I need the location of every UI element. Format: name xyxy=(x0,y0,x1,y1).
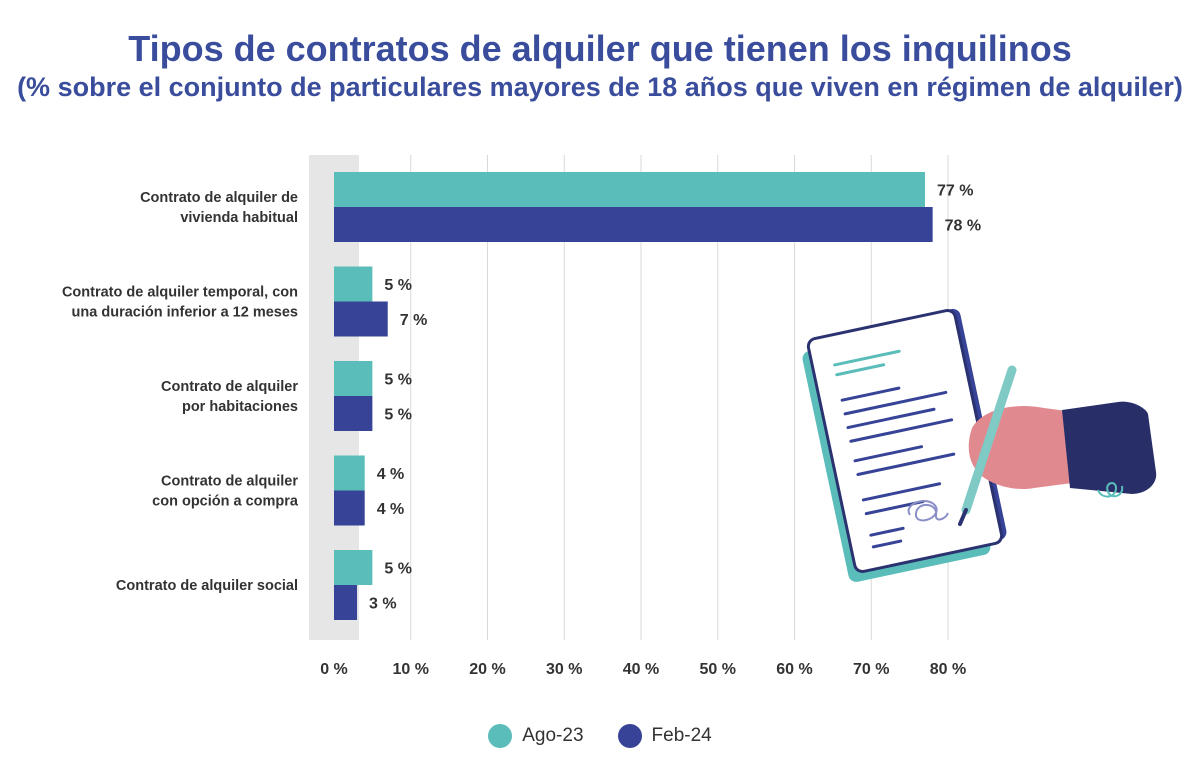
category-label: por habitaciones xyxy=(182,399,298,415)
data-label: 77 % xyxy=(937,183,973,200)
bar xyxy=(334,266,373,302)
legend-label-feb24: Feb-24 xyxy=(651,725,712,746)
x-tick-label: 20 % xyxy=(469,661,505,678)
chart-title: Tipos de contratos de alquiler que tiene… xyxy=(128,28,1072,69)
legend-swatch-feb24 xyxy=(617,724,642,748)
bar xyxy=(334,455,365,491)
legend-item-feb24: Feb-24 xyxy=(617,724,712,748)
data-label: 5 % xyxy=(384,561,412,578)
legend-item-ago23: Ago-23 xyxy=(488,724,584,748)
data-label: 4 % xyxy=(377,466,405,483)
category-label: Contrato de alquiler xyxy=(161,474,298,490)
category-label: una duración inferior a 12 meses xyxy=(72,305,298,321)
x-tick-label: 10 % xyxy=(393,661,429,678)
pen xyxy=(958,365,1017,526)
category-label: Contrato de alquiler social xyxy=(116,578,298,594)
category-label: Contrato de alquiler temporal, con xyxy=(62,285,298,301)
x-tick-label: 30 % xyxy=(546,661,582,678)
data-label: 5 % xyxy=(384,407,412,424)
bar xyxy=(334,207,933,242)
x-tick-label: 0 % xyxy=(320,661,348,678)
x-tick-label: 70 % xyxy=(853,661,889,678)
bar xyxy=(334,550,373,585)
bar xyxy=(334,585,358,620)
bar xyxy=(334,172,925,207)
data-label: 7 % xyxy=(400,312,428,329)
x-tick-label: 60 % xyxy=(776,661,812,678)
bar xyxy=(334,361,373,396)
category-label: Contrato de alquiler xyxy=(161,379,298,395)
data-label: 5 % xyxy=(384,372,412,389)
chart-subtitle: (% sobre el conjunto de particulares may… xyxy=(17,72,1183,102)
legend-label-ago23: Ago-23 xyxy=(522,725,584,746)
data-label: 3 % xyxy=(369,596,397,613)
data-label: 78 % xyxy=(945,218,981,235)
bar xyxy=(334,301,388,337)
bar xyxy=(334,490,365,526)
legend: Ago-23 Feb-24 xyxy=(0,724,1200,748)
x-tick-label: 80 % xyxy=(930,661,966,678)
bar-chart: 0 % 10 % 20 % 30 % 40 % 50 % 60 % 70 % 80 % 77 % 7… xyxy=(62,155,981,678)
data-label: 4 % xyxy=(377,501,405,518)
legend-swatch-ago23 xyxy=(488,724,513,748)
category-label: con opción a compra xyxy=(152,494,299,510)
document-stack xyxy=(802,308,1007,582)
category-label: vivienda habitual xyxy=(180,210,298,226)
contract-signing-hand-icon xyxy=(802,308,1157,582)
signature-icon xyxy=(907,500,949,522)
category-label: Contrato de alquiler de xyxy=(140,190,298,206)
x-tick-label: 50 % xyxy=(700,661,736,678)
bar xyxy=(334,396,373,431)
x-tick-label: 40 % xyxy=(623,661,659,678)
data-label: 5 % xyxy=(384,277,412,294)
